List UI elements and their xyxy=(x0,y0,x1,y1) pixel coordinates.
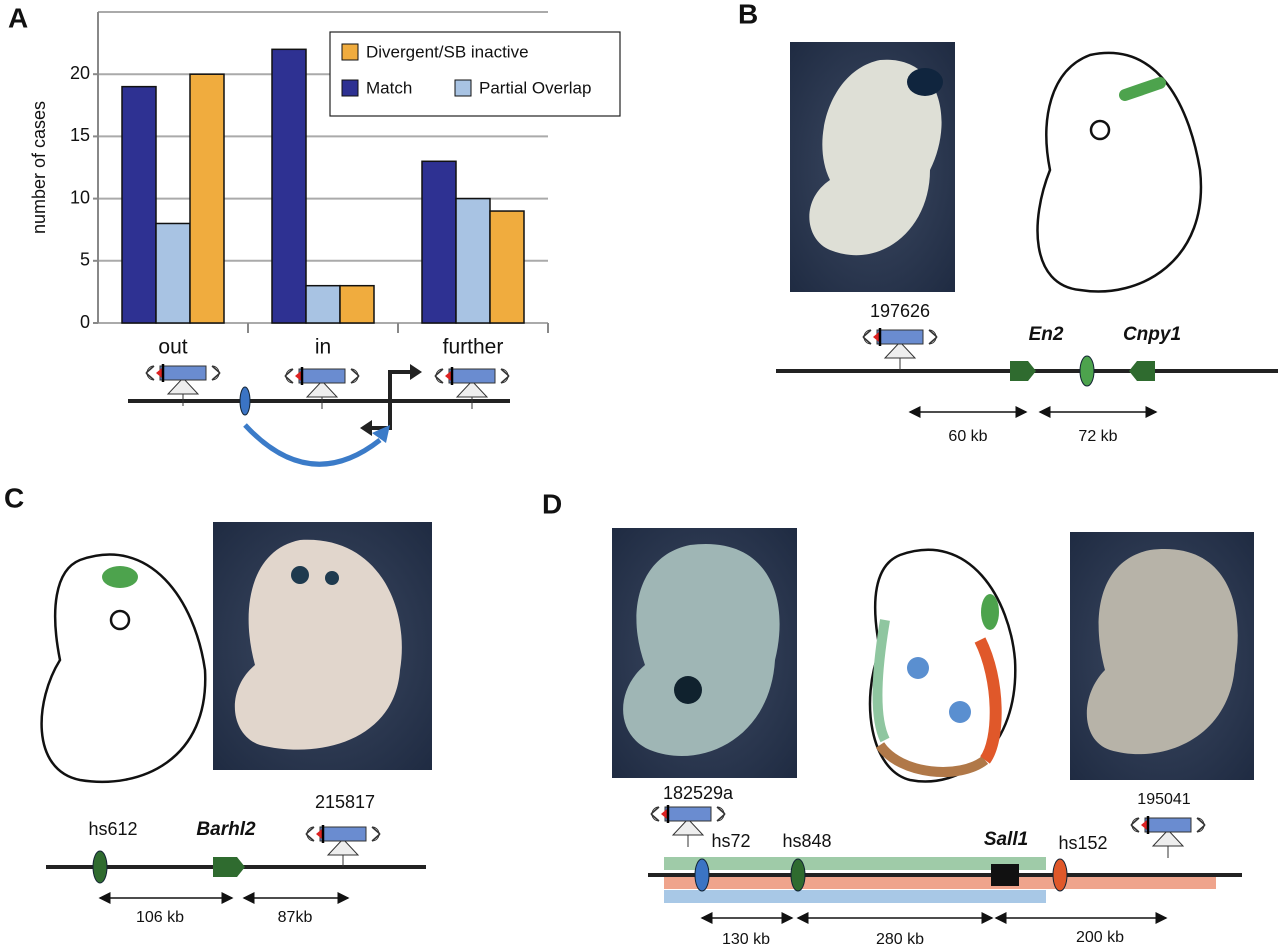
embryo-photo xyxy=(612,528,797,778)
bar xyxy=(155,222,191,324)
gene-label: Barhl2 xyxy=(196,819,256,840)
y-axis-label: number of cases xyxy=(29,101,49,234)
legend-label: Divergent/SB inactive xyxy=(366,42,529,61)
construct-label: 215817 xyxy=(315,792,375,812)
construct-label: 195041 xyxy=(1137,791,1190,808)
legend-label: Partial Overlap xyxy=(479,78,591,97)
y-tick-label: 10 xyxy=(70,187,90,207)
bar xyxy=(189,73,225,324)
x-tick-label: in xyxy=(315,336,331,359)
panel-letter: C xyxy=(4,482,24,513)
enhancer-label: hs612 xyxy=(88,819,137,839)
distance-label: 60 kb xyxy=(948,428,987,445)
panel-a-chart: 0 5 10 15 20 number of cases out in further Match… xyxy=(29,11,621,359)
panel-letter: A xyxy=(8,2,28,33)
legend-swatch xyxy=(454,79,472,97)
distance-label: 280 kb xyxy=(876,931,924,948)
panel-letter: B xyxy=(738,0,758,29)
distance-label: 106 kb xyxy=(136,909,184,926)
construct-label: 197626 xyxy=(870,301,930,321)
bar xyxy=(489,210,525,324)
legend-swatch xyxy=(341,43,359,61)
gene-label: En2 xyxy=(1029,324,1064,345)
legend-swatch xyxy=(341,79,359,97)
panel-a-diagram xyxy=(128,362,511,467)
legend-label: Match xyxy=(366,78,412,97)
distance-label: 87kb xyxy=(278,909,313,926)
y-tick-label: 0 xyxy=(80,312,90,332)
embryo-schematic xyxy=(40,553,207,784)
embryo-photo xyxy=(1070,532,1254,780)
bar xyxy=(271,48,307,324)
embryo-schematic xyxy=(868,548,1017,783)
construct-label: 182529a xyxy=(663,783,734,803)
distance-label: 72 kb xyxy=(1078,428,1117,445)
bar xyxy=(421,160,457,324)
y-tick-label: 20 xyxy=(70,63,90,83)
y-tick-label: 15 xyxy=(70,125,90,145)
panel-letter: D xyxy=(542,488,562,519)
enhancer-label: hs72 xyxy=(711,831,750,851)
gene-label: Cnpy1 xyxy=(1123,324,1181,345)
y-tick-label: 5 xyxy=(80,250,90,270)
bar xyxy=(455,197,491,324)
embryo-photo xyxy=(790,42,955,292)
panel-b-locus xyxy=(776,326,1278,418)
bar xyxy=(121,85,157,324)
bar xyxy=(339,284,375,324)
x-tick-label: out xyxy=(158,336,187,359)
panel-d-locus xyxy=(648,803,1242,924)
distance-label: 130 kb xyxy=(722,931,770,948)
enhancer-label: hs152 xyxy=(1058,833,1107,853)
gene-label: Sall1 xyxy=(984,829,1028,850)
embryo-schematic xyxy=(1036,51,1203,293)
x-tick-label: further xyxy=(443,336,504,359)
panel-c-locus xyxy=(46,823,426,904)
enhancer-label: hs848 xyxy=(782,831,831,851)
embryo-photo xyxy=(213,522,432,770)
bar xyxy=(305,284,341,324)
distance-label: 200 kb xyxy=(1076,929,1124,946)
legend-box xyxy=(329,31,621,117)
